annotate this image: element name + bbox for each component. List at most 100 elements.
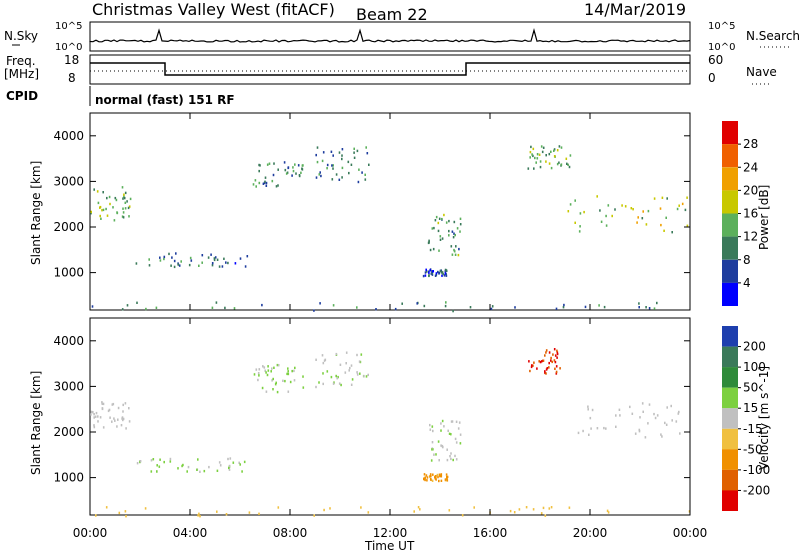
colorbar-segment [722, 190, 738, 214]
velocity-echo-cell [262, 365, 264, 368]
velocity-echo-cell [553, 348, 556, 351]
power-echo-cell [358, 168, 360, 171]
power-echo-cell [607, 204, 610, 207]
velocity-echo-cell [548, 361, 550, 365]
velocity-echo-cell [163, 460, 165, 464]
power-echo-cell [353, 151, 355, 154]
power-echo-cell [448, 229, 450, 233]
colorbar-segment [722, 326, 738, 347]
velocity-echo-cell [356, 353, 358, 357]
velocity-echo-cell [591, 408, 594, 412]
velocity-echo-cell [360, 506, 362, 509]
velocity-echo-cell [587, 408, 589, 411]
power-echo-cell [445, 269, 447, 272]
power-echo-cell [258, 181, 261, 185]
power-echo-cell [550, 166, 553, 170]
power-echo-cell [439, 238, 442, 241]
velocity-echo-cell [248, 511, 251, 514]
power-echo-cell [211, 306, 214, 309]
power-echo-cell [159, 259, 162, 262]
velocity-echo-cell [284, 379, 286, 383]
velocity-echo-cell [322, 372, 324, 375]
velocity-echo-cell [438, 479, 440, 483]
velocity-echo-cell [197, 514, 199, 517]
velocity-echo-cell [449, 455, 451, 458]
power-echo-cell [448, 234, 450, 237]
power-echo-cell [458, 247, 460, 251]
velocity-echo-cell [359, 372, 361, 375]
velocity-echo-cell [356, 373, 359, 376]
velocity-echo-cell [665, 423, 668, 426]
y-tick-label: 3000 [53, 379, 84, 393]
velocity-echo-cell [108, 408, 111, 412]
y-tick-label: 2000 [53, 220, 84, 234]
velocity-echo-cell [538, 360, 540, 363]
power-echo-cell [642, 210, 644, 213]
power-echo-cell [168, 252, 170, 256]
power-echo-cell [536, 153, 539, 156]
velocity-echo-cell [553, 359, 556, 362]
power-echo-cell [301, 164, 304, 167]
power-colorbar-label: Power [dB] [757, 185, 771, 250]
power-echo-cell [262, 182, 265, 185]
colorbar-tick-label: 15 [743, 401, 758, 415]
power-echo-cell [127, 206, 130, 210]
velocity-echo-cell [639, 416, 641, 419]
velocity-echo-cell [266, 373, 269, 377]
velocity-echo-cell [340, 383, 342, 387]
power-echo-cell [361, 171, 363, 174]
power-echo-cell [216, 258, 219, 261]
x-tick-label: 00:00 [673, 526, 708, 540]
power-echo-cell [356, 149, 359, 153]
velocity-echo-cell [439, 474, 441, 477]
velocity-echo-cell [228, 468, 231, 471]
velocity-echo-cell [329, 507, 331, 510]
power-echo-cell [353, 156, 356, 159]
time-xlabel: Time UT [364, 539, 415, 553]
power-echo-cell [357, 180, 360, 184]
velocity-echo-cell [550, 506, 553, 509]
velocity-echo-cell [271, 379, 273, 382]
noise-left-tick-top: 10^5 [55, 21, 82, 32]
velocity-echo-cell [544, 354, 546, 357]
velocity-echo-cell [555, 365, 558, 368]
power-echo-cell [292, 166, 294, 169]
velocity-echo-cell [117, 418, 119, 421]
velocity-echo-cell [550, 356, 552, 360]
y-tick-label: 4000 [53, 334, 84, 348]
colorbar-tick-label: 28 [743, 137, 758, 151]
power-echo-cell [600, 220, 603, 223]
power-echo-cell [180, 260, 182, 263]
velocity-echo-cell [345, 351, 348, 354]
power-echo-cell [425, 268, 427, 271]
power-echo-cell [332, 164, 334, 167]
velocity-echo-cell [554, 354, 557, 357]
power-echo-cell [560, 163, 563, 166]
velocity-echo-cell [443, 425, 445, 428]
velocity-echo-cell [531, 364, 533, 367]
velocity-echo-cell [124, 510, 127, 513]
power-echo-cell [558, 145, 561, 148]
power-echo-cell [556, 162, 559, 166]
power-echo-cell [437, 270, 439, 274]
velocity-echo-cell [152, 458, 155, 461]
colorbar-segment [722, 367, 738, 388]
velocity-echo-cell [589, 416, 592, 420]
velocity-echo-cell [267, 369, 270, 372]
power-echo-cell [453, 220, 456, 224]
power-echo-cell [553, 148, 556, 151]
velocity-echo-cell [350, 383, 353, 386]
power-echo-cell [271, 179, 274, 183]
power-echo-cell [331, 164, 333, 167]
power-echo-cell [545, 160, 547, 163]
power-echo-cell [568, 165, 571, 169]
power-echo-cell [565, 157, 568, 160]
velocity-echo-cell [530, 365, 533, 369]
power-echo-cell [163, 255, 166, 259]
velocity-echo-cell [559, 367, 561, 370]
velocity-echo-cell [121, 416, 124, 419]
velocity-echo-cell [265, 390, 268, 393]
velocity-echo-cell [451, 420, 454, 423]
power-echo-cell [583, 210, 585, 214]
velocity-echo-cell [425, 474, 428, 477]
